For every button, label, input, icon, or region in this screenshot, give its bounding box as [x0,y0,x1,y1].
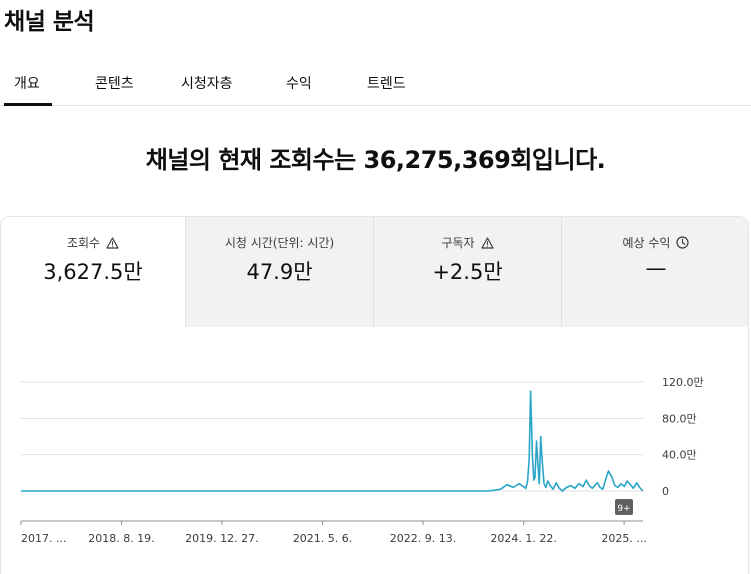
x-tick-label: 2021. 5. 6. [293,532,352,545]
metric-watch-time-value: 47.9만 [246,260,313,284]
tab-content[interactable]: 콘텐츠 [95,76,134,92]
metric-views[interactable]: 조회수 3,627.5만 [1,217,186,327]
clock-icon [676,236,690,252]
metric-revenue-label: 예상 수익 [622,236,671,250]
y-tick-label: 120.0만 [662,376,704,389]
metric-revenue[interactable]: 예상 수익 — [562,217,748,327]
y-tick-label: 0 [662,485,669,498]
active-tab-indicator [4,103,52,106]
total-views-headline: 채널의 현재 조회수는 36,275,369회입니다. [145,146,606,174]
metric-watch-time[interactable]: 시청 시간(단위: 시간) 47.9만 [186,217,374,327]
tab-audience[interactable]: 시청자층 [181,76,233,92]
metric-subscribers-value: +2.5만 [432,260,503,284]
x-tick-label: 2017. ... [21,532,66,545]
warning-icon [480,237,494,252]
metric-subscribers-label: 구독자 [441,236,475,250]
x-tick-label: 2018. 8. 19. [88,532,154,545]
metric-views-value: 3,627.5만 [43,260,143,284]
metric-subscribers[interactable]: 구독자 +2.5만 [374,217,562,327]
x-tick-label: 2024. 1. 22. [490,532,556,545]
y-tick-label: 80.0만 [662,412,697,425]
metric-views-label: 조회수 [66,236,101,250]
metric-revenue-value: — [645,256,667,280]
y-tick-label: 40.0만 [662,449,697,462]
page-title: 채널 분석 [4,9,95,35]
chart-series-line [21,390,644,492]
metric-watch-time-label: 시청 시간(단위: 시간) [224,236,335,250]
tab-trends[interactable]: 트렌드 [367,76,406,92]
x-tick-label: 2019. 12. 27. [185,532,258,545]
chart-more-badge[interactable]: 9+ [615,499,633,515]
warning-icon [106,237,119,252]
tab-bar: 개요 콘텐츠 시청자층 수익 트렌드 [0,60,751,106]
x-tick-label: 2025. ... [601,532,646,545]
tab-revenue[interactable]: 수익 [286,76,312,92]
chart-badge-text: 9+ [617,504,630,514]
analytics-card: 조회수 3,627.5만 시청 시간(단위: 시간) 47.9만 구독자 +2.… [0,216,749,574]
tab-overview[interactable]: 개요 [14,76,40,92]
x-tick-label: 2022. 9. 13. [390,532,456,545]
